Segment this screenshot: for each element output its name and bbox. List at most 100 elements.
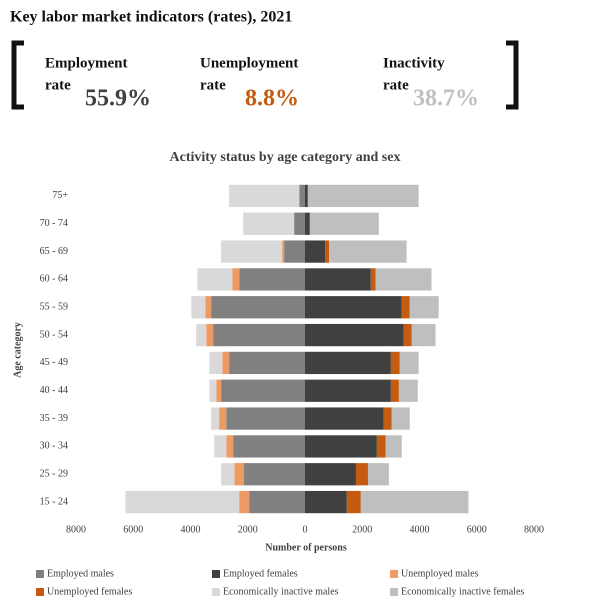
y-tick-label: 40 - 44 <box>40 385 68 396</box>
y-tick-label: 50 - 54 <box>40 329 68 340</box>
bar-segment <box>390 351 400 375</box>
bar-segment <box>221 240 283 263</box>
bar-segment <box>221 463 235 486</box>
bar-segment <box>294 212 305 235</box>
kpi-label: Employment <box>45 55 128 71</box>
legend-swatch <box>36 570 44 578</box>
bar-segment <box>232 268 240 291</box>
bar-segment <box>213 323 305 347</box>
bar-segment <box>239 490 250 514</box>
bar-segment <box>305 184 308 208</box>
bar-segment <box>244 463 305 486</box>
kpi-label: Inactivity <box>383 55 445 71</box>
bar-segment <box>305 268 371 291</box>
bar-segment <box>191 296 206 319</box>
legend-label: Economically inactive females <box>401 586 524 597</box>
bar-segment <box>383 407 392 430</box>
x-tick-label: 6000 <box>467 524 487 535</box>
chart-title: Activity status by age category and sex <box>170 150 401 165</box>
bar-segment <box>205 296 212 319</box>
x-tick-label: 2000 <box>352 524 372 535</box>
bar-segment <box>370 268 376 291</box>
bar-segment <box>209 379 217 402</box>
right-bracket <box>506 40 519 110</box>
x-tick-label: 4000 <box>181 524 201 535</box>
kpi-label: rate <box>45 77 71 93</box>
bar-segment <box>376 435 386 458</box>
bar-segment <box>214 435 227 458</box>
bar-segment <box>282 240 285 263</box>
bar-segment <box>375 268 432 291</box>
y-tick-label: 75+ <box>52 190 68 201</box>
y-tick-label: 65 - 69 <box>40 246 68 257</box>
bar-segment <box>403 323 412 347</box>
bar-segment <box>226 407 305 430</box>
bar-segment <box>309 212 379 235</box>
legend-label: Employed males <box>47 568 114 579</box>
bar-segment <box>211 296 305 319</box>
legend-swatch <box>390 570 398 578</box>
y-tick-label: 60 - 64 <box>40 274 68 285</box>
bar-segment <box>411 323 436 347</box>
bar-segment <box>360 490 469 514</box>
bar-segment <box>409 296 439 319</box>
bar-segment <box>307 184 419 208</box>
x-tick-label: 4000 <box>410 524 430 535</box>
bar-segment <box>216 379 222 402</box>
bar-segment <box>305 240 326 263</box>
bar-segment <box>229 351 305 375</box>
x-tick-label: 8000 <box>524 524 544 535</box>
y-axis-label: Age category <box>12 322 23 378</box>
bar-segment <box>249 490 305 514</box>
bar-segment <box>284 240 305 263</box>
kpi-row: Employment rate 55.9% Unemployment rate 8.8% I… <box>45 55 479 111</box>
bar-segment <box>239 268 305 291</box>
legend-swatch <box>212 588 220 596</box>
left-bracket <box>11 40 24 110</box>
x-axis-label: Number of persons <box>265 542 347 553</box>
bar-segment <box>234 463 245 486</box>
bar-segment <box>229 184 300 208</box>
bar-segment <box>399 351 419 375</box>
y-tick-label: 35 - 39 <box>40 413 68 424</box>
legend-label: Unemployed females <box>47 586 132 597</box>
bar-segment <box>346 490 361 514</box>
bar-segment <box>325 240 330 263</box>
bar-segment <box>221 379 305 402</box>
bar-segment <box>329 240 407 263</box>
legend-label: Unemployed males <box>401 568 479 579</box>
bar-segment <box>125 490 240 514</box>
bar-segment <box>305 407 384 430</box>
bar-segment <box>305 212 310 235</box>
bar-segment <box>243 212 295 235</box>
legend-label: Economically inactive males <box>223 586 339 597</box>
legend-label: Employed females <box>223 568 298 579</box>
y-tick-label: 15 - 24 <box>40 496 68 507</box>
bar-segment <box>299 184 305 208</box>
kpi-value: 8.8% <box>245 86 299 112</box>
bar-segment <box>305 490 347 514</box>
x-tick-label: 2000 <box>238 524 258 535</box>
bar-segment <box>398 379 418 402</box>
legend-swatch <box>390 588 398 596</box>
bar-segment <box>233 435 305 458</box>
bar-segment <box>367 463 389 486</box>
x-tick-label: 8000 <box>66 524 86 535</box>
bar-segment <box>355 463 368 486</box>
bar-segment <box>211 407 220 430</box>
bar-segment <box>305 323 404 347</box>
bar-segment <box>390 379 399 402</box>
x-tick-label: 0 <box>303 524 308 535</box>
bar-segment <box>206 323 214 347</box>
bar-segment <box>305 463 356 486</box>
kpi-value: 55.9% <box>85 86 151 112</box>
kpi-label: Unemployment <box>200 55 298 71</box>
bar-segment <box>196 323 207 347</box>
bar-segment <box>401 296 410 319</box>
bar-segment <box>305 379 391 402</box>
kpi-label: rate <box>200 77 226 93</box>
bar-segment <box>197 268 233 291</box>
y-tick-label: 45 - 49 <box>40 357 68 368</box>
y-tick-label: 70 - 74 <box>40 218 68 229</box>
